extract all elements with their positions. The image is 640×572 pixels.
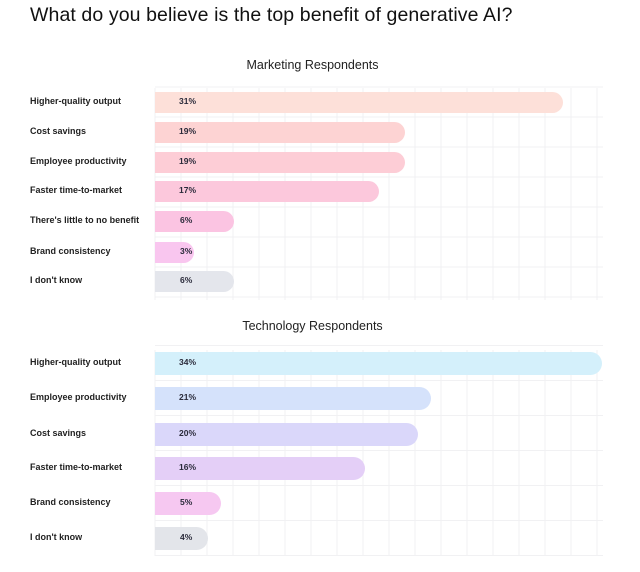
bar [155,91,563,113]
bar [155,351,602,375]
bar-value-label: 3% [180,246,193,256]
category-label: Brand consistency [30,497,111,507]
category-label: I don't know [30,532,83,542]
bar-value-label: 5% [180,497,193,507]
category-label: Cost savings [30,428,87,438]
category-label: Higher-quality output [30,96,121,106]
bar-value-label: 19% [179,156,197,166]
bar [155,526,208,550]
category-label: I don't know [30,275,83,285]
category-label: There's little to no benefit [30,215,140,225]
category-label: Employee productivity [30,392,127,402]
category-label: Higher-quality output [30,357,121,367]
bar [155,121,405,143]
bar [155,386,432,410]
bar [155,241,195,263]
marketing-chart-title: Marketing Respondents [246,58,379,72]
bar-value-label: 6% [180,215,193,225]
bar-value-label: 16% [179,462,197,472]
bar-value-label: 31% [179,96,197,106]
bar [155,210,234,232]
bar [155,151,405,173]
technology-chart-title: Technology Respondents [242,319,383,333]
bar-value-label: 21% [179,392,197,402]
bar [155,456,366,480]
category-label: Employee productivity [30,156,127,166]
category-label: Faster time-to-market [30,462,123,472]
bar-value-label: 20% [179,428,197,438]
bar [155,180,379,202]
bar-value-label: 17% [179,185,197,195]
bar-value-label: 19% [179,126,197,136]
category-label: Cost savings [30,126,87,136]
bar-value-label: 6% [180,275,193,285]
category-label: Faster time-to-market [30,185,123,195]
category-label: Brand consistency [30,246,111,256]
bar-value-label: 4% [180,532,193,542]
bar-value-label: 34% [179,357,197,367]
bar [155,422,418,446]
page-title: What do you believe is the top benefit o… [30,4,513,26]
bar [155,270,234,292]
bar [155,491,221,515]
